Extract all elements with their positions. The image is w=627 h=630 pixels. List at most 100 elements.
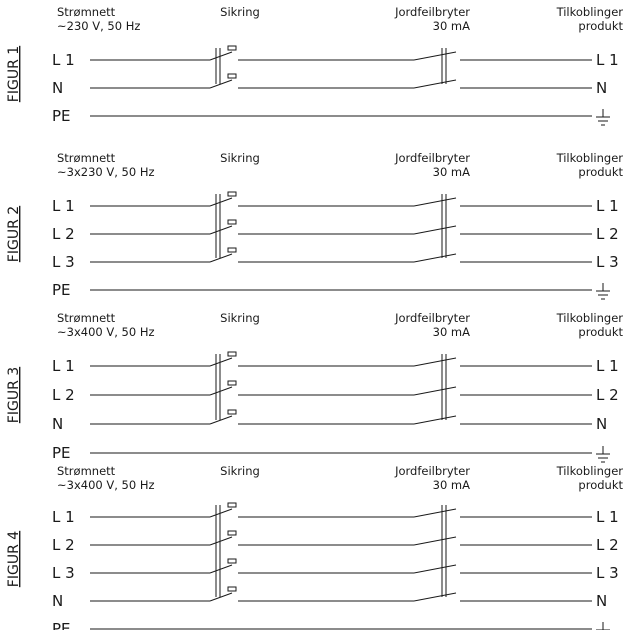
wire-label-left: L 3 [52,253,75,271]
earth-label: PE [52,620,71,630]
connections-label: Tilkoblinger [556,5,624,19]
rcd-contact [413,253,457,263]
figure-label: FIGUR 1 [6,46,22,102]
rcd-label: Jordfeilbryter [394,151,470,165]
rcd-contact [413,386,457,396]
fuse-contact [209,225,233,235]
fuse-contact [209,197,233,207]
fuse-tab [227,219,237,225]
fuse-contact [209,79,233,89]
fuse-label: Sikring [220,311,260,325]
fuse-contact [209,253,233,263]
fuse-label: Sikring [220,5,260,19]
rcd-contact [413,197,457,207]
earth-row: PE [52,444,610,463]
grid-name-label: Strømnett [57,311,116,325]
figure-1: Strømnett~230 V, 50 Hz Sikring Jordfeilbry… [6,5,624,126]
wire-label-right: N [596,592,607,610]
rcd-rating-label: 30 mA [433,19,470,33]
earth-row: PE [52,107,610,126]
grid-spec-label: ~230 V, 50 Hz [57,19,140,33]
earth-row: PE [52,281,610,300]
figure-2: Strømnett~3x230 V, 50 Hz Sikring Jordfeilb… [6,151,624,300]
product-label: produkt [578,165,623,179]
wire-label-left: L 3 [52,564,75,582]
grid-spec-label: ~3x400 V, 50 Hz [57,478,155,492]
fuse-tab [227,586,237,592]
fuse-contact [209,564,233,574]
wire-row: L 3 L 3 [52,558,619,582]
connections-label: Tilkoblinger [556,151,624,165]
fuse-contact [209,508,233,518]
wire-label-right: L 2 [596,536,619,554]
grid-spec-label: ~3x400 V, 50 Hz [57,325,155,339]
fuse-tab [227,45,237,51]
wire-label-right: L 2 [596,386,619,404]
product-label: produkt [578,19,623,33]
rcd-rating-label: 30 mA [433,165,470,179]
fuse-label: Sikring [220,464,260,478]
grid-name-label: Strømnett [57,464,116,478]
earth-label: PE [52,107,71,125]
wire-label-right: L 1 [596,357,619,375]
earth-label: PE [52,444,71,462]
fuse-tab [227,247,237,253]
wire-label-right: N [596,79,607,97]
wire-label-left: L 1 [52,197,75,215]
wire-label-left: L 1 [52,508,75,526]
fuse-tab [227,351,237,357]
earth-label: PE [52,281,71,299]
fuse-tab [227,530,237,536]
figure-label: FIGUR 4 [6,531,22,587]
fuse-contact [209,592,233,602]
product-label: produkt [578,478,623,492]
fuse-tab [227,380,237,386]
wire-label-right: L 2 [596,225,619,243]
rcd-contact [413,415,457,425]
wire-label-left: N [52,592,63,610]
rcd-label: Jordfeilbryter [394,464,470,478]
wire-label-right: L 1 [596,51,619,69]
connections-label: Tilkoblinger [556,311,624,325]
rcd-label: Jordfeilbryter [394,5,470,19]
rcd-contact [413,536,457,546]
earth-ground-icon [596,283,610,300]
grid-name-label: Strømnett [57,151,116,165]
wire-row: L 2 L 2 [52,219,619,243]
wire-row: L 1 L 1 [52,351,619,375]
wire-label-left: L 2 [52,386,75,404]
wire-label-left: L 2 [52,225,75,243]
earth-ground-icon [596,109,610,126]
fuse-contact [209,415,233,425]
figure-label: FIGUR 2 [6,206,22,262]
wire-label-left: L 1 [52,357,75,375]
earth-row: PE [52,620,610,630]
product-label: produkt [578,325,623,339]
rcd-rating-label: 30 mA [433,478,470,492]
fuse-tab [227,558,237,564]
wire-row: L 2 L 2 [52,380,619,404]
rcd-contact [413,225,457,235]
rcd-contact [413,592,457,602]
rcd-contact [413,564,457,574]
figure-4: Strømnett~3x400 V, 50 Hz Sikring Jordfeilb… [6,464,623,630]
rcd-contact [413,357,457,367]
figure-label: FIGUR 3 [6,367,22,423]
figure-3: Strømnett~3x400 V, 50 Hz Sikring Jordfeilb… [6,311,624,463]
rcd-contact [413,508,457,518]
fuse-contact [209,536,233,546]
connections-label: Tilkoblinger [556,464,624,478]
wire-row: L 1 L 1 [52,191,619,215]
wire-label-right: N [596,415,607,433]
grid-name-label: Strømnett [57,5,116,19]
fuse-tab [227,191,237,197]
fuse-contact [209,357,233,367]
rcd-rating-label: 30 mA [433,325,470,339]
fuse-tab [227,502,237,508]
earth-ground-icon [596,446,610,463]
grid-spec-label: ~3x230 V, 50 Hz [57,165,155,179]
fuse-contact [209,51,233,61]
